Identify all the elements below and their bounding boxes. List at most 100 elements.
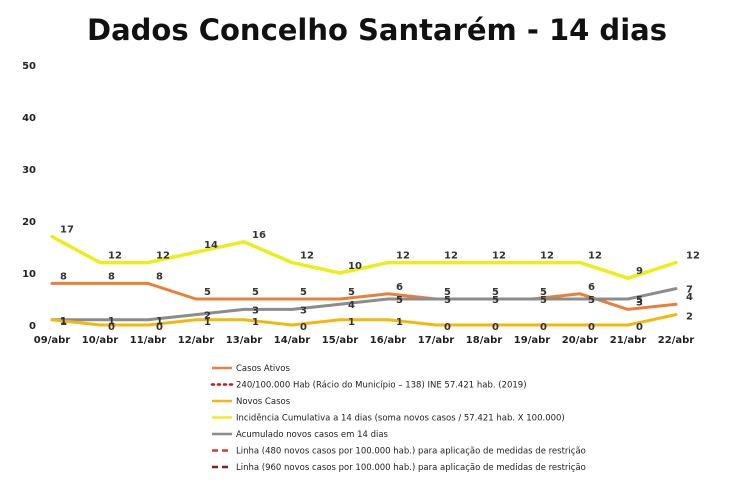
data-label: 8 [108, 271, 115, 282]
data-label: 1 [348, 317, 355, 328]
x-tick-label: 20/abr [562, 335, 598, 346]
data-label: 5 [300, 287, 307, 298]
data-label: 1 [252, 317, 259, 328]
chart-title: Dados Concelho Santarém - 14 dias [87, 13, 667, 47]
y-tick-label: 40 [22, 113, 36, 124]
x-tick-label: 22/abr [658, 335, 694, 346]
data-label: 12 [492, 251, 506, 262]
data-label: 3 [636, 297, 643, 308]
data-label: 5 [492, 295, 499, 306]
y-tick-label: 0 [29, 321, 36, 332]
data-label: 12 [108, 251, 122, 262]
legend-item: Casos Ativos [212, 364, 290, 374]
series-line [50, 281, 678, 311]
legend-label: Acumulado novos casos em 14 dias [236, 430, 389, 440]
legend-item: Acumulado novos casos em 14 dias [212, 430, 389, 440]
series-lines [50, 234, 678, 327]
data-label: 6 [588, 282, 595, 293]
y-tick-label: 30 [22, 165, 36, 176]
data-label: 5 [396, 295, 403, 306]
series-line [50, 313, 678, 327]
x-tick-label: 18/abr [466, 335, 502, 346]
data-label: 1 [60, 317, 67, 328]
data-label: 0 [156, 322, 163, 333]
legend-item: Novos Casos [212, 397, 291, 407]
data-label: 3 [300, 305, 307, 316]
legend-label: Linha (480 novos casos por 100.000 hab.)… [236, 447, 586, 457]
data-label: 12 [156, 251, 170, 262]
data-label: 0 [588, 322, 595, 333]
x-tick-label: 14/abr [274, 335, 310, 346]
data-label: 8 [60, 271, 67, 282]
y-tick-label: 50 [22, 61, 36, 72]
data-label: 14 [204, 240, 218, 251]
x-tick-label: 09/abr [34, 335, 70, 346]
legend-item: 240/100.000 Hab (Rácio do Município – 13… [210, 381, 527, 391]
data-label: 1 [108, 316, 115, 327]
data-label: 5 [492, 287, 499, 298]
data-label: 5 [540, 287, 547, 298]
data-label: 1 [156, 316, 163, 327]
data-label: 5 [636, 295, 643, 306]
data-label: 1 [396, 317, 403, 328]
data-label: 5 [444, 287, 451, 298]
legend-label: Novos Casos [236, 397, 291, 407]
data-label: 1 [204, 317, 211, 328]
data-label: 5 [588, 295, 595, 306]
x-tick-label: 17/abr [418, 335, 454, 346]
data-label: 16 [252, 230, 266, 241]
data-label: 12 [444, 251, 458, 262]
legend-item: Linha (480 novos casos por 100.000 hab.)… [212, 447, 586, 457]
data-label: 6 [396, 282, 403, 293]
data-label: 7 [686, 285, 693, 296]
data-label: 2 [686, 312, 693, 323]
data-label: 12 [540, 251, 554, 262]
data-label: 0 [492, 322, 499, 333]
y-axis: 0 10 20 30 40 50 [22, 61, 36, 332]
data-label: 5 [444, 295, 451, 306]
data-label: 4 [686, 292, 693, 303]
series-line [50, 234, 678, 280]
data-label: 12 [396, 251, 410, 262]
legend-item: Linha (960 novos casos por 100.000 hab.)… [212, 463, 586, 473]
x-tick-label: 10/abr [82, 335, 118, 346]
data-label: 10 [348, 261, 362, 272]
legend-label: 240/100.000 Hab (Rácio do Município – 13… [236, 381, 527, 391]
data-label: 0 [108, 322, 115, 333]
data-label: 5 [252, 287, 259, 298]
x-tick-label: 19/abr [514, 335, 550, 346]
y-tick-label: 20 [22, 217, 36, 228]
data-label: 17 [60, 225, 74, 236]
y-tick-label: 10 [22, 269, 36, 280]
x-tick-label: 13/abr [226, 335, 262, 346]
x-tick-label: 12/abr [178, 335, 214, 346]
x-tick-label: 11/abr [130, 335, 166, 346]
data-label: 3 [252, 305, 259, 316]
data-label: 0 [300, 322, 307, 333]
data-label: 5 [204, 287, 211, 298]
data-label: 12 [686, 251, 700, 262]
data-label: 8 [156, 271, 163, 282]
x-tick-label: 15/abr [322, 335, 358, 346]
data-label: 5 [348, 287, 355, 298]
data-label: 12 [588, 251, 602, 262]
data-label: 0 [444, 322, 451, 333]
legend-label: Linha (960 novos casos por 100.000 hab.)… [236, 463, 586, 473]
legend: Casos Ativos 240/100.000 Hab (Rácio do Mu… [210, 364, 586, 473]
x-tick-label: 21/abr [610, 335, 646, 346]
data-label: 0 [636, 322, 643, 333]
data-label: 2 [204, 311, 211, 322]
data-label: 9 [636, 266, 643, 277]
legend-label: Casos Ativos [236, 364, 290, 374]
legend-label: Incidência Cumulativa a 14 dias (soma no… [236, 413, 565, 424]
x-tick-label: 16/abr [370, 335, 406, 346]
data-label: 0 [540, 322, 547, 333]
data-label: 12 [300, 251, 314, 262]
data-label: 4 [348, 300, 355, 311]
data-label: 5 [540, 295, 547, 306]
data-label: 1 [60, 316, 67, 327]
x-axis: 09/abr 10/abr 11/abr 12/abr 13/abr 14/abr 15/a… [34, 335, 694, 346]
